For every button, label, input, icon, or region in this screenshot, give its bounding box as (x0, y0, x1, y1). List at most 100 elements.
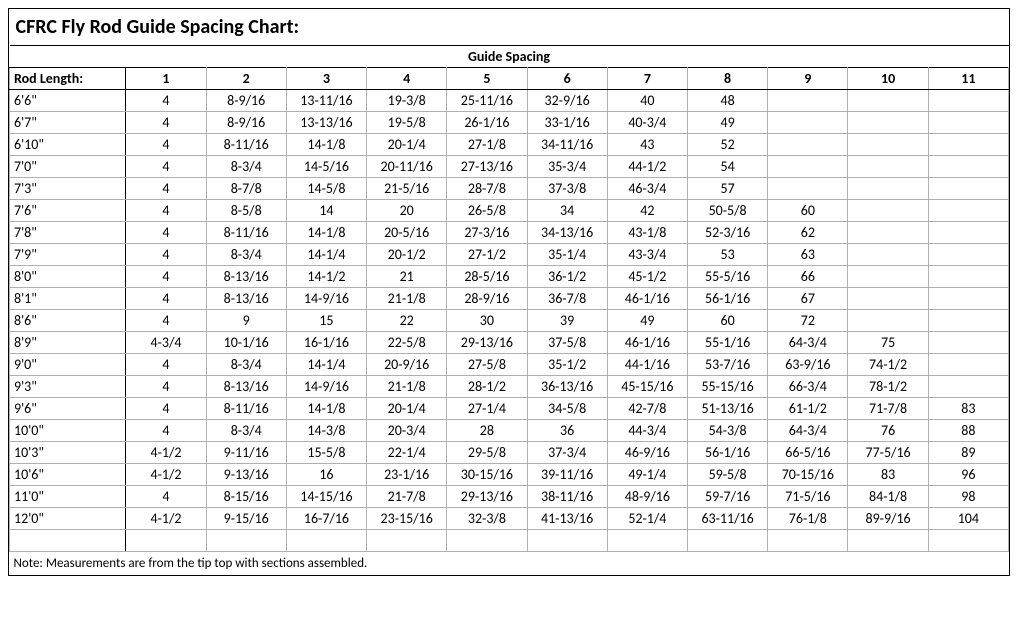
spacing-cell: 104 (928, 508, 1008, 530)
spacing-cell (928, 222, 1008, 244)
spacing-cell: 37-3/4 (527, 442, 607, 464)
spacing-cell: 36-13/16 (527, 376, 607, 398)
spacing-cell: 89 (928, 442, 1008, 464)
spacing-cell: 62 (768, 222, 848, 244)
spacing-cell: 22-1/4 (367, 442, 447, 464)
spacing-cell: 96 (928, 464, 1008, 486)
spacing-cell: 14-3/8 (286, 420, 366, 442)
table-row: 6'10"48-11/1614-1/820-1/427-1/834-11/164… (10, 134, 1009, 156)
spacing-cell: 4 (126, 134, 206, 156)
rod-length-cell: 9'0" (10, 354, 126, 376)
guide-col-header: 5 (447, 68, 527, 90)
spacing-cell: 66-5/16 (768, 442, 848, 464)
spacing-cell: 43-3/4 (607, 244, 687, 266)
spacing-cell (848, 90, 928, 112)
spacing-cell: 54-3/8 (687, 420, 767, 442)
spacing-cell: 27-1/8 (447, 134, 527, 156)
note-row: Note: Measurements are from the tip top … (10, 552, 1009, 576)
spacing-cell: 9-15/16 (206, 508, 286, 530)
spacing-cell: 8-9/16 (206, 90, 286, 112)
spacing-cell: 8-13/16 (206, 376, 286, 398)
spacing-cell: 72 (768, 310, 848, 332)
spacing-cell: 4 (126, 288, 206, 310)
guide-col-header: 10 (848, 68, 928, 90)
rod-length-header: Rod Length: (10, 68, 126, 90)
spacing-cell (768, 156, 848, 178)
spacing-cell: 52-3/16 (687, 222, 767, 244)
rod-length-cell: 10'3" (10, 442, 126, 464)
spacing-cell: 35-1/2 (527, 354, 607, 376)
table-row: 8'6"4915223039496072 (10, 310, 1009, 332)
spacing-cell: 8-5/8 (206, 200, 286, 222)
spacing-cell: 36 (527, 420, 607, 442)
spacing-cell: 59-5/8 (687, 464, 767, 486)
spacing-cell: 10-1/16 (206, 332, 286, 354)
spacing-cell: 15 (286, 310, 366, 332)
spacing-cell: 4 (126, 266, 206, 288)
spacing-cell: 48 (687, 90, 767, 112)
spacing-cell: 8-3/4 (206, 156, 286, 178)
table-row: 7'0"48-3/414-5/1620-11/1627-13/1635-3/44… (10, 156, 1009, 178)
spacing-cell: 20-9/16 (367, 354, 447, 376)
spacing-cell: 39 (527, 310, 607, 332)
spacing-cell: 8-3/4 (206, 244, 286, 266)
title-row: CFRC Fly Rod Guide Spacing Chart: (10, 9, 1009, 46)
guide-spacing-subheader: Guide Spacing (10, 46, 1009, 68)
rod-length-cell: 6'6" (10, 90, 126, 112)
spacing-cell: 49-1/4 (607, 464, 687, 486)
spacing-cell: 22 (367, 310, 447, 332)
spacing-cell: 4 (126, 156, 206, 178)
table-row: 7'6"48-5/8142026-5/8344250-5/860 (10, 200, 1009, 222)
spacing-cell: 4 (126, 310, 206, 332)
spacing-cell: 16 (286, 464, 366, 486)
spacing-cell (848, 134, 928, 156)
spacing-cell: 14-1/8 (286, 134, 366, 156)
empty-cell (527, 530, 607, 552)
spacing-cell (848, 156, 928, 178)
spacing-cell: 4 (126, 420, 206, 442)
spacing-cell: 27-1/2 (447, 244, 527, 266)
guide-spacing-subheader-row: Guide Spacing (10, 46, 1009, 68)
spacing-cell: 27-13/16 (447, 156, 527, 178)
rod-length-cell: 7'9" (10, 244, 126, 266)
rod-length-cell: 6'10" (10, 134, 126, 156)
rod-length-cell: 8'9" (10, 332, 126, 354)
spacing-cell: 8-9/16 (206, 112, 286, 134)
spacing-cell: 9 (206, 310, 286, 332)
spacing-cell: 75 (848, 332, 928, 354)
spacing-cell: 21-1/8 (367, 288, 447, 310)
spacing-cell (768, 178, 848, 200)
spacing-cell: 76 (848, 420, 928, 442)
spacing-cell: 49 (687, 112, 767, 134)
spacing-cell: 9-11/16 (206, 442, 286, 464)
spacing-cell: 4 (126, 200, 206, 222)
guide-col-header: 1 (126, 68, 206, 90)
empty-cell (928, 530, 1008, 552)
table-row: 6'7"48-9/1613-13/1619-5/826-1/1633-1/164… (10, 112, 1009, 134)
table-row: 10'3"4-1/29-11/1615-5/822-1/429-5/837-3/… (10, 442, 1009, 464)
spacing-cell: 14-5/8 (286, 178, 366, 200)
spacing-cell: 70-15/16 (768, 464, 848, 486)
spacing-cell: 28-5/16 (447, 266, 527, 288)
rod-length-cell: 7'3" (10, 178, 126, 200)
spacing-cell: 20-5/16 (367, 222, 447, 244)
spacing-cell: 46-9/16 (607, 442, 687, 464)
spacing-cell: 40 (607, 90, 687, 112)
spacing-cell: 14 (286, 200, 366, 222)
spacing-cell: 8-3/4 (206, 354, 286, 376)
spacing-cell: 98 (928, 486, 1008, 508)
spacing-cell: 35-3/4 (527, 156, 607, 178)
spacing-cell: 53 (687, 244, 767, 266)
spacing-cell: 39-11/16 (527, 464, 607, 486)
spacing-cell: 26-1/16 (447, 112, 527, 134)
spacing-cell: 66 (768, 266, 848, 288)
spacing-cell: 16-1/16 (286, 332, 366, 354)
table-row: 6'6"48-9/1613-11/1619-3/825-11/1632-9/16… (10, 90, 1009, 112)
spacing-chart-table: CFRC Fly Rod Guide Spacing Chart: Guide … (9, 9, 1009, 575)
spacing-cell: 40-3/4 (607, 112, 687, 134)
spacing-cell: 55-5/16 (687, 266, 767, 288)
spacing-cell: 44-1/16 (607, 354, 687, 376)
spacing-cell: 32-9/16 (527, 90, 607, 112)
spacing-cell: 21-5/16 (367, 178, 447, 200)
spacing-cell: 34-13/16 (527, 222, 607, 244)
